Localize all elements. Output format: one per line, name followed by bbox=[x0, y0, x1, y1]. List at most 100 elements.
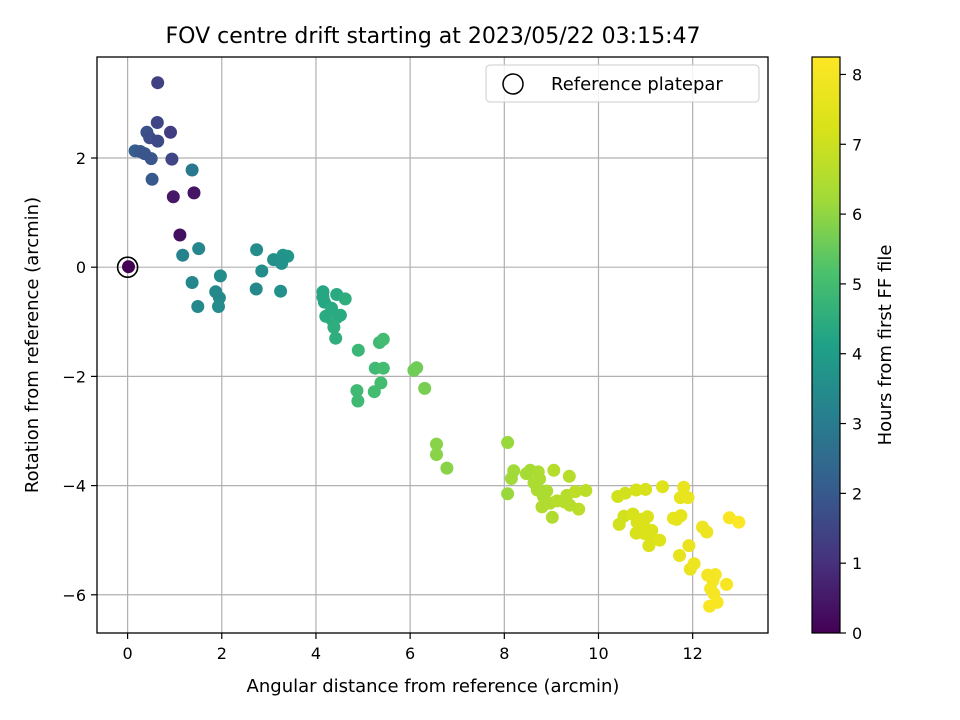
data-point bbox=[192, 242, 206, 256]
data-point bbox=[151, 76, 165, 90]
data-point bbox=[255, 264, 269, 278]
data-point bbox=[618, 486, 632, 500]
data-point bbox=[681, 491, 695, 505]
data-point bbox=[376, 361, 390, 375]
colorbar-tick-label: 0 bbox=[852, 624, 862, 643]
y-tick-label: −4 bbox=[62, 477, 86, 496]
chart-title: FOV centre drift starting at 2023/05/22 … bbox=[166, 24, 701, 49]
data-point bbox=[700, 525, 714, 539]
data-point bbox=[164, 125, 177, 139]
data-point bbox=[430, 448, 443, 461]
x-tick-label: 2 bbox=[217, 644, 227, 663]
data-point bbox=[351, 343, 365, 357]
data-point bbox=[732, 515, 746, 529]
data-point bbox=[327, 320, 341, 334]
data-point bbox=[563, 498, 577, 512]
data-point bbox=[122, 260, 135, 274]
data-point bbox=[656, 480, 669, 494]
legend-entry-reference: Reference platepar bbox=[551, 74, 723, 95]
data-point bbox=[547, 463, 561, 477]
data-point bbox=[250, 243, 264, 257]
colorbar: 0 1 2 3 4 5 6 7 8 Hours from first FF file bbox=[811, 56, 896, 643]
data-point bbox=[367, 385, 381, 399]
data-point bbox=[545, 510, 559, 524]
y-axis-label: Rotation from reference (arcmin) bbox=[22, 197, 43, 493]
colorbar-label: Hours from first FF file bbox=[875, 245, 896, 446]
data-point bbox=[653, 533, 667, 547]
data-point bbox=[376, 332, 390, 346]
data-point bbox=[316, 290, 330, 304]
data-point bbox=[682, 539, 696, 553]
data-point bbox=[540, 484, 554, 498]
y-axis-ticks: −6 −4 −2 0 2 bbox=[62, 149, 97, 605]
y-tick-label: 2 bbox=[76, 149, 86, 168]
data-point bbox=[507, 464, 521, 478]
data-point bbox=[249, 282, 263, 296]
data-point bbox=[150, 116, 164, 129]
x-tick-label: 6 bbox=[405, 644, 415, 663]
reference-platepar-circle bbox=[116, 256, 139, 278]
data-point bbox=[708, 568, 722, 582]
colorbar-tick-label: 8 bbox=[852, 65, 862, 84]
colorbar-tick-label: 5 bbox=[852, 275, 862, 294]
data-point bbox=[440, 461, 454, 475]
legend-reference-icon bbox=[502, 73, 524, 95]
data-point bbox=[329, 331, 343, 345]
x-axis-label: Angular distance from reference (arcmin) bbox=[247, 676, 620, 697]
legend-box bbox=[485, 64, 760, 103]
x-tick-label: 10 bbox=[588, 644, 608, 663]
x-axis-ticks: 0 2 4 6 8 10 12 bbox=[123, 633, 703, 663]
data-point bbox=[703, 599, 717, 613]
data-point bbox=[629, 483, 643, 497]
data-point bbox=[350, 384, 364, 398]
data-point bbox=[185, 163, 199, 177]
data-point bbox=[187, 186, 201, 200]
colorbar-tick-label: 7 bbox=[852, 135, 862, 154]
y-tick-label: 0 bbox=[76, 258, 86, 277]
data-point bbox=[639, 482, 653, 496]
data-point bbox=[173, 228, 187, 242]
legend: Reference platepar bbox=[485, 64, 760, 103]
data-point bbox=[568, 485, 582, 499]
data-point bbox=[645, 523, 659, 537]
colorbar-tick-label: 4 bbox=[852, 345, 862, 364]
data-point bbox=[151, 134, 165, 148]
data-point bbox=[687, 557, 701, 571]
data-point bbox=[176, 248, 190, 262]
reference-marker bbox=[116, 256, 139, 278]
data-point bbox=[677, 480, 691, 494]
x-tick-label: 12 bbox=[682, 644, 702, 663]
data-point bbox=[333, 308, 347, 322]
data-point bbox=[351, 394, 365, 408]
data-point bbox=[338, 292, 352, 306]
colorbar-tick-label: 1 bbox=[852, 554, 862, 573]
colorbar-tick-label: 2 bbox=[852, 484, 862, 503]
data-point bbox=[674, 509, 688, 523]
data-point bbox=[144, 152, 158, 166]
data-point bbox=[185, 276, 199, 289]
colorbar-gradient bbox=[811, 56, 841, 634]
data-point bbox=[410, 361, 424, 375]
plot-frame bbox=[96, 56, 769, 634]
data-point bbox=[533, 472, 547, 486]
colorbar-tick-label: 3 bbox=[852, 415, 862, 434]
data-point bbox=[720, 577, 734, 591]
data-point bbox=[501, 436, 515, 449]
data-point bbox=[430, 437, 443, 451]
data-points bbox=[122, 76, 746, 613]
y-tick-label: −2 bbox=[62, 367, 86, 386]
data-point bbox=[562, 469, 576, 483]
data-point bbox=[325, 301, 338, 315]
data-point bbox=[418, 381, 432, 395]
data-point bbox=[212, 300, 225, 313]
data-point bbox=[165, 152, 179, 166]
data-point bbox=[191, 300, 205, 313]
data-point bbox=[641, 510, 654, 524]
data-point bbox=[213, 269, 227, 283]
data-point bbox=[501, 487, 515, 501]
x-tick-label: 0 bbox=[123, 644, 133, 663]
data-point bbox=[642, 539, 656, 553]
x-tick-label: 4 bbox=[311, 644, 321, 663]
data-point bbox=[274, 284, 288, 298]
